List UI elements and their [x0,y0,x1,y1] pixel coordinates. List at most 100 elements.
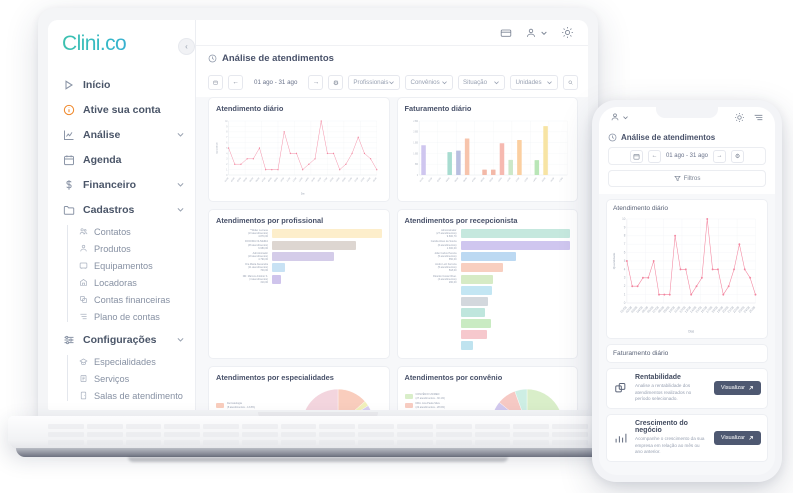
next-period-button[interactable]: → [308,75,324,90]
dashboard-row-3: Atendimentos por especialidades Dermatol… [208,365,578,410]
sidebar-item-contas-financeiras[interactable]: Contas financeiras [70,291,195,308]
svg-text:15/08: 15/08 [311,177,316,183]
analytics-icon [62,128,75,141]
sub-item-label: Salas de atendimento [94,390,183,401]
date-range-label[interactable]: 01 ago - 31 ago [254,79,298,86]
specialty-icon [78,357,88,367]
sidebar-item-salas-de-atendimento[interactable]: Salas de atendimento [70,387,195,404]
sidebar-item-agenda[interactable]: Agenda [48,147,195,172]
mobile-promo-crescimento[interactable]: Crescimento do negócio Acompanhe o cresc… [606,413,768,462]
promo-title: Crescimento do negócio [635,419,688,434]
sidebar-item-servicos[interactable]: Serviços [70,370,195,387]
dashboard-row-2: Atendimentos por profissional **Didier L… [208,209,578,359]
mobile-line-chart: 0 1 2 3 4 5 6 7 8 9 10 01/08 02/08 03/08 04/08 05/08 06/… [613,215,761,333]
next-period-button[interactable]: → [713,149,727,163]
sidebar-item-analise[interactable]: Análise [48,122,195,147]
line-chart-daily-visits: 0 1 2 3 4 5 6 7 8 9 10 01/08 02/08 03/08 04/08 05/08 06/… [216,117,382,195]
hbar-label: DR. Marcos Antônio S. (4 atendimentos) 310… [242,274,268,284]
settings-icon[interactable]: ⚙ [731,149,745,163]
svg-text:10: 10 [225,121,228,123]
visualizar-button[interactable]: Visualizar [713,381,761,396]
brightness-icon[interactable] [561,26,574,39]
svg-text:12/08: 12/08 [679,305,687,314]
cadastros-submenu: Contatos Produtos Equipamentos Locadoras [48,223,195,325]
sidebar-item-plano-de-contas[interactable]: Plano de contas [70,308,195,325]
hbar-chart-professional: **Didier Lucrene (13 atendimentos) 4.870,0… [216,229,382,284]
svg-text:17/08: 17/08 [705,305,713,314]
select-unidades[interactable]: Unidades [510,75,558,90]
prev-period-button[interactable]: ← [228,75,244,90]
svg-text:8: 8 [226,132,228,134]
hbar-fill [460,274,494,284]
svg-text:16/08: 16/08 [317,177,322,183]
mobile-promo-rentabilidade[interactable]: Rentabilidade Analise a rentabilidade do… [606,368,768,409]
chevron-down-icon [441,79,448,86]
sidebar-item-equipamentos[interactable]: Equipamentos [70,257,195,274]
hbar-track [460,307,571,317]
hbar-track [272,240,382,250]
svg-text:13/08: 13/08 [299,177,304,183]
hbar-row: Ricardo Costa Olivei. (4 atendimentos) 290… [405,275,571,284]
brand-logo[interactable]: Clini.co [48,30,195,56]
hbar-label: **Didier Lucrene (13 atendimentos) 4.870,0… [247,229,268,239]
sidebar-item-financeiro[interactable]: Financeiro [48,172,195,197]
svg-text:11/08: 11/08 [506,177,511,183]
sidebar-item-cadastros[interactable]: Cadastros [48,197,195,222]
card-por-profissional: Atendimentos por profissional **Didier L… [208,209,390,359]
svg-text:03/08: 03/08 [630,305,638,314]
hbar-fill [460,263,504,273]
hbar-row [405,285,571,295]
calendar-icon[interactable] [629,149,643,163]
laptop-shadow [128,457,508,462]
search-icon[interactable] [562,75,578,90]
svg-text:12/08: 12/08 [515,177,520,183]
sidebar-item-inicio[interactable]: Início [48,72,195,97]
user-icon[interactable] [525,27,548,39]
sidebar-item-ative-sua-conta[interactable]: Ative sua conta [48,97,195,122]
svg-text:6: 6 [624,250,626,254]
calendar-icon[interactable] [208,75,224,90]
svg-text:08/08: 08/08 [480,177,485,183]
brightness-icon[interactable] [734,112,745,123]
select-situacao[interactable]: Situação [457,75,506,90]
hbar-row [405,296,571,306]
chevron-down-icon [546,79,553,86]
pie-chart-insurance: CONVÊNIO UNIMED (27 atendimentos - 30.1%)… [404,386,571,410]
menu-icon[interactable] [753,112,764,123]
sidebar-item-especialidades[interactable]: Especialidades [70,353,195,370]
svg-text:6: 6 [226,142,228,144]
sidebar-item-configuracoes[interactable]: Configurações [48,327,195,352]
hbar-track [460,240,570,250]
rooms-icon [78,391,88,401]
contacts-icon [78,227,88,237]
card-title: Atendimentos por especialidades [216,372,334,382]
select-convenios[interactable]: Convênios [405,75,453,90]
svg-text:01/08: 01/08 [620,305,628,314]
dollar-icon [62,178,75,191]
hbar-label: Ricardo Costa Olivei. (4 atendimentos) 290… [433,274,457,284]
hbar-label: DOCORA OLIVEIRA (36 atendimentos) 6.680,00 [244,240,268,250]
hbar-track [272,274,382,284]
svg-text:05/08: 05/08 [454,177,459,183]
rental-icon [78,278,88,288]
user-icon[interactable] [610,112,629,122]
products-icon [78,244,88,254]
mobile-filters-button[interactable]: Filtros [608,170,766,187]
visualizar-button[interactable]: Visualizar [713,430,761,445]
settings-icon[interactable]: ⚙ [328,75,344,90]
sidebar-item-contatos[interactable]: Contatos [70,223,195,240]
sidebar-item-produtos[interactable]: Produtos [70,240,195,257]
select-profissionais[interactable]: Profissionais [348,75,401,90]
sidebar-collapse-button[interactable]: ‹ [178,38,195,55]
svg-text:25/08: 25/08 [748,305,756,314]
prev-period-button[interactable]: ← [647,149,661,163]
sidebar-item-locadoras[interactable]: Locadoras [70,274,195,291]
legend-item: CONVÊNIO UNIMED (27 atendimentos - 30.1%) [404,393,483,400]
svg-text:03/08: 03/08 [237,177,242,183]
hbar-track [460,285,571,295]
mobile-date-range-label[interactable]: 01 ago - 31 ago [665,153,709,159]
card-icon[interactable] [500,27,512,39]
growth-bars-icon [613,430,629,446]
svg-text:05/08: 05/08 [249,177,254,183]
svg-text:21/08: 21/08 [348,177,353,183]
